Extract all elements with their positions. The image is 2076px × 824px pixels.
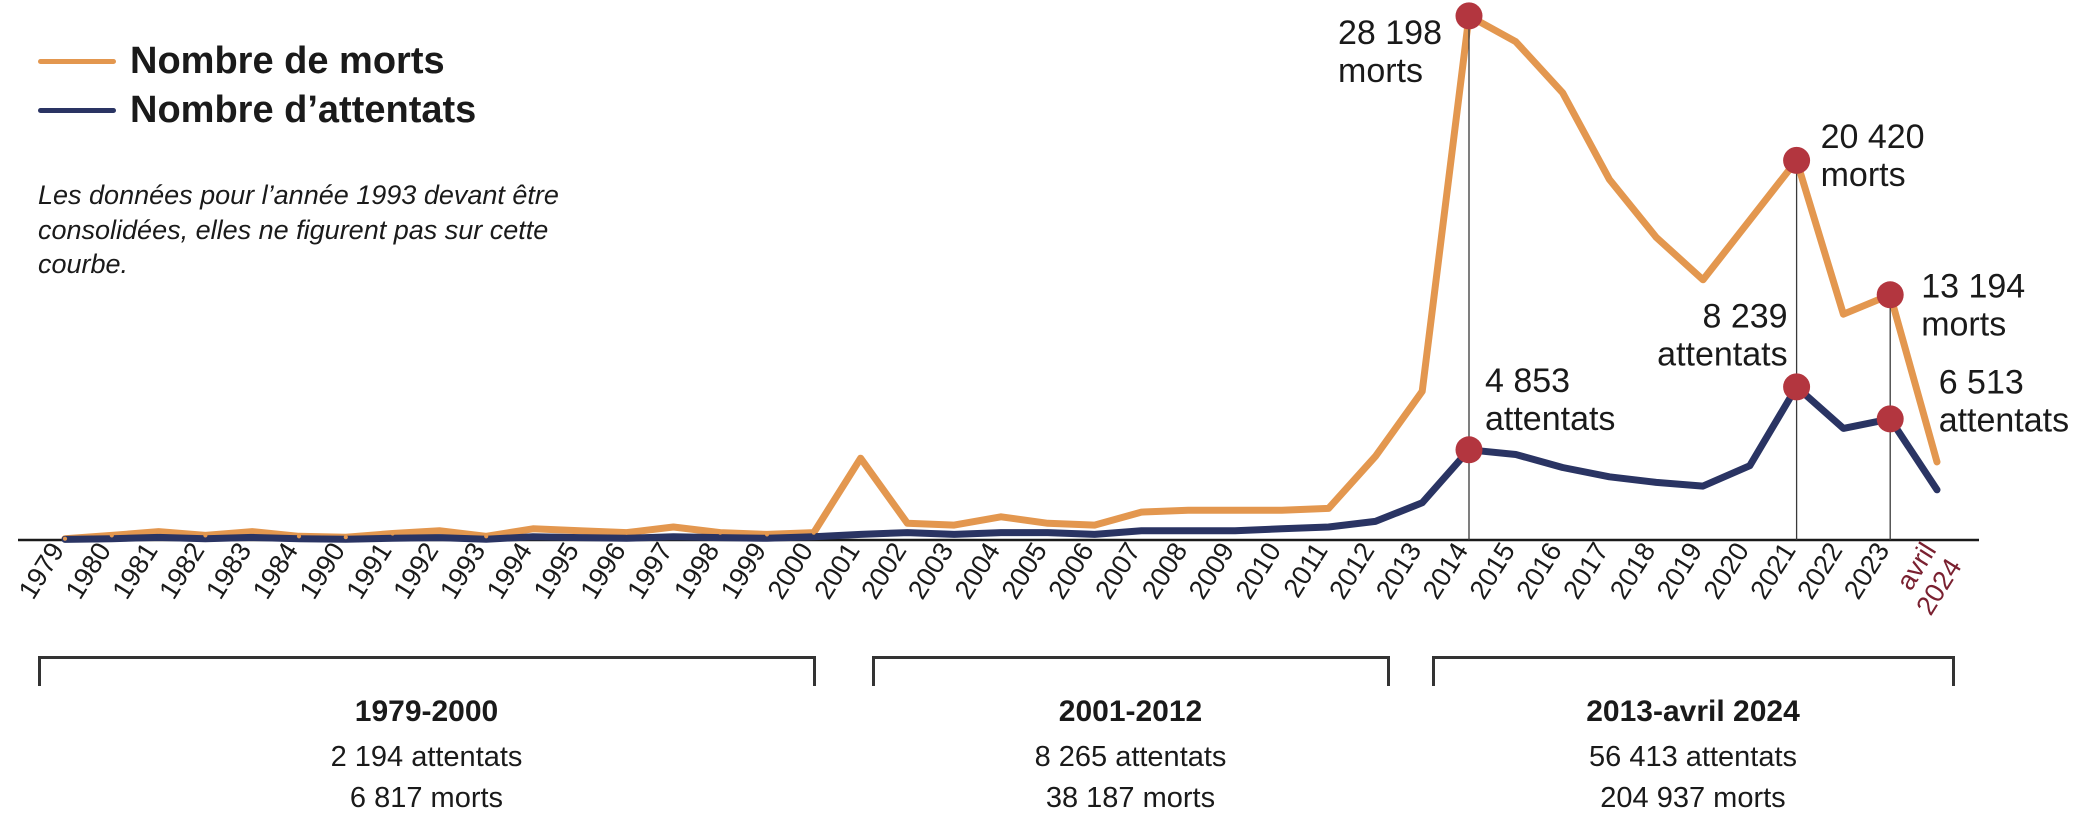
svg-text:2011: 2011 bbox=[1277, 537, 1333, 602]
svg-text:1997: 1997 bbox=[621, 537, 678, 604]
svg-text:1990: 1990 bbox=[294, 537, 351, 604]
svg-text:2023: 2023 bbox=[1838, 537, 1895, 604]
svg-text:1992: 1992 bbox=[387, 537, 444, 604]
svg-text:2016: 2016 bbox=[1510, 537, 1567, 604]
svg-text:attentats: attentats bbox=[1657, 336, 1787, 374]
svg-text:2003: 2003 bbox=[902, 537, 959, 604]
svg-text:attentats: attentats bbox=[1939, 402, 2069, 440]
svg-text:1993: 1993 bbox=[434, 537, 491, 604]
svg-text:2014: 2014 bbox=[1417, 537, 1474, 604]
svg-text:2017: 2017 bbox=[1557, 537, 1614, 604]
svg-text:1995: 1995 bbox=[528, 537, 585, 604]
svg-text:2019: 2019 bbox=[1651, 537, 1708, 604]
svg-text:1996: 1996 bbox=[574, 537, 631, 604]
svg-text:1991: 1991 bbox=[340, 537, 397, 604]
svg-text:2018: 2018 bbox=[1604, 537, 1661, 604]
svg-text:4 853: 4 853 bbox=[1485, 362, 1570, 400]
svg-text:28 198: 28 198 bbox=[1338, 14, 1442, 52]
svg-text:morts: morts bbox=[1338, 52, 1423, 90]
svg-text:1983: 1983 bbox=[200, 537, 257, 604]
svg-text:20 420: 20 420 bbox=[1821, 118, 1925, 156]
svg-text:2001: 2001 bbox=[808, 537, 865, 604]
svg-text:8 239: 8 239 bbox=[1703, 298, 1788, 336]
svg-text:morts: morts bbox=[1921, 306, 2006, 344]
svg-text:1980: 1980 bbox=[60, 537, 117, 604]
svg-text:2009: 2009 bbox=[1183, 537, 1240, 604]
svg-text:2020: 2020 bbox=[1698, 537, 1755, 604]
svg-text:2002: 2002 bbox=[855, 537, 912, 604]
svg-text:2012: 2012 bbox=[1323, 537, 1380, 604]
svg-text:2005: 2005 bbox=[996, 537, 1053, 604]
svg-text:morts: morts bbox=[1821, 156, 1906, 194]
svg-text:2008: 2008 bbox=[1136, 537, 1193, 604]
svg-text:1981: 1981 bbox=[106, 537, 163, 604]
svg-text:2021: 2021 bbox=[1744, 537, 1801, 604]
svg-text:2015: 2015 bbox=[1464, 537, 1521, 604]
svg-text:2010: 2010 bbox=[1230, 537, 1287, 604]
svg-text:2013: 2013 bbox=[1370, 537, 1427, 604]
svg-text:1979: 1979 bbox=[13, 537, 70, 604]
svg-text:2004: 2004 bbox=[949, 537, 1006, 604]
svg-text:2022: 2022 bbox=[1791, 537, 1848, 604]
svg-text:attentats: attentats bbox=[1485, 400, 1615, 438]
svg-text:6 513: 6 513 bbox=[1939, 364, 2024, 402]
svg-text:1998: 1998 bbox=[668, 537, 725, 604]
svg-text:1994: 1994 bbox=[481, 537, 538, 604]
svg-text:1999: 1999 bbox=[715, 537, 772, 604]
svg-text:1982: 1982 bbox=[153, 537, 210, 604]
svg-text:13 194: 13 194 bbox=[1921, 268, 2025, 306]
svg-text:2007: 2007 bbox=[1089, 537, 1146, 604]
svg-text:2006: 2006 bbox=[1042, 537, 1099, 604]
svg-text:2000: 2000 bbox=[762, 537, 819, 604]
svg-text:1984: 1984 bbox=[247, 537, 304, 604]
